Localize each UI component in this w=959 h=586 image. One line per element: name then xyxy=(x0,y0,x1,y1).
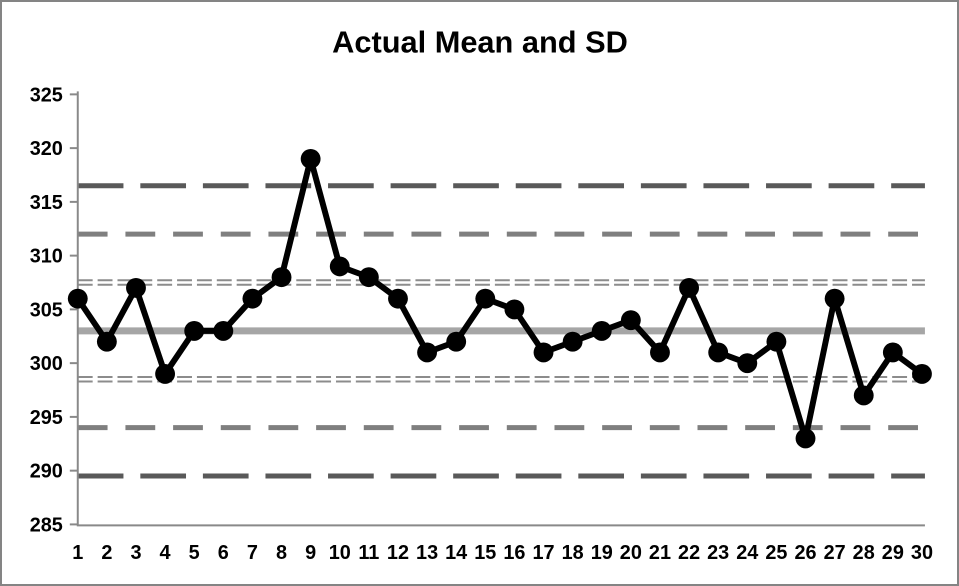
x-tick-label: 4 xyxy=(160,542,171,564)
x-tick-label: 29 xyxy=(882,542,904,564)
x-tick-label: 12 xyxy=(387,542,409,564)
x-tick-label: 8 xyxy=(276,542,287,564)
x-tick-label: 26 xyxy=(794,542,816,564)
x-tick-label: 20 xyxy=(620,542,642,564)
x-tick-label: 27 xyxy=(824,542,846,564)
reference-lines xyxy=(77,183,925,479)
axes xyxy=(69,91,925,527)
x-tick-label: 17 xyxy=(532,542,554,564)
x-tick-label: 11 xyxy=(358,542,379,564)
x-tick-label: 2 xyxy=(101,542,112,564)
x-tick-label: 13 xyxy=(416,542,438,564)
y-tick-label: 295 xyxy=(30,407,63,429)
data-point xyxy=(504,299,525,320)
data-point xyxy=(620,310,641,331)
data-series xyxy=(67,148,932,449)
x-tick-label: 25 xyxy=(765,542,787,564)
data-point xyxy=(475,288,496,309)
x-tick-label: 21 xyxy=(649,542,671,564)
x-tick-label: 7 xyxy=(247,542,258,564)
data-point xyxy=(242,288,263,309)
data-point xyxy=(591,320,612,341)
data-point xyxy=(824,288,845,309)
y-tick-label: 325 xyxy=(30,84,63,106)
chart-title: Actual Mean and SD xyxy=(332,25,628,60)
x-tick-label: 24 xyxy=(736,542,758,564)
x-tick-label: 16 xyxy=(503,542,525,564)
data-point xyxy=(67,288,88,309)
y-tick-label: 285 xyxy=(30,514,63,536)
x-tick-label: 6 xyxy=(218,542,229,564)
data-point xyxy=(417,342,438,363)
x-tick-label: 14 xyxy=(445,542,467,564)
data-point xyxy=(155,363,176,384)
y-tick-label: 305 xyxy=(30,299,63,321)
data-point xyxy=(96,331,117,352)
x-tick-label: 19 xyxy=(591,542,613,564)
data-point xyxy=(737,353,758,374)
data-point xyxy=(679,277,700,298)
data-point xyxy=(300,148,321,169)
x-tick-label: 30 xyxy=(911,542,933,564)
data-point xyxy=(882,342,903,363)
data-point xyxy=(388,288,408,309)
data-point xyxy=(533,342,554,363)
data-point xyxy=(708,342,729,363)
data-point xyxy=(126,277,146,298)
x-tick-label: 22 xyxy=(678,542,700,564)
y-tick-label: 315 xyxy=(30,192,63,214)
data-point xyxy=(271,267,292,288)
data-point xyxy=(184,320,205,341)
data-point xyxy=(795,428,816,449)
y-tick-label: 310 xyxy=(30,246,63,268)
x-tick-label: 3 xyxy=(130,542,141,564)
data-point xyxy=(650,342,670,363)
x-tick-label: 1 xyxy=(72,542,83,564)
x-tick-label: 10 xyxy=(329,542,351,564)
x-tick-label: 23 xyxy=(707,542,729,564)
series-line-actual xyxy=(74,155,925,442)
data-point xyxy=(766,331,787,352)
data-point xyxy=(912,363,932,384)
data-point xyxy=(446,331,467,352)
x-tick-label: 5 xyxy=(189,542,200,564)
y-tick-label: 290 xyxy=(30,461,63,483)
data-point xyxy=(213,320,234,341)
y-tick-label: 320 xyxy=(30,138,63,160)
data-point xyxy=(853,385,874,406)
data-point xyxy=(358,267,379,288)
y-tick-label: 300 xyxy=(30,353,63,375)
data-point xyxy=(562,331,583,352)
x-tick-label: 18 xyxy=(562,542,584,564)
x-tick-label: 28 xyxy=(853,542,875,564)
x-tick-label: 15 xyxy=(474,542,496,564)
data-point xyxy=(329,256,350,277)
x-tick-label: 9 xyxy=(305,542,316,564)
